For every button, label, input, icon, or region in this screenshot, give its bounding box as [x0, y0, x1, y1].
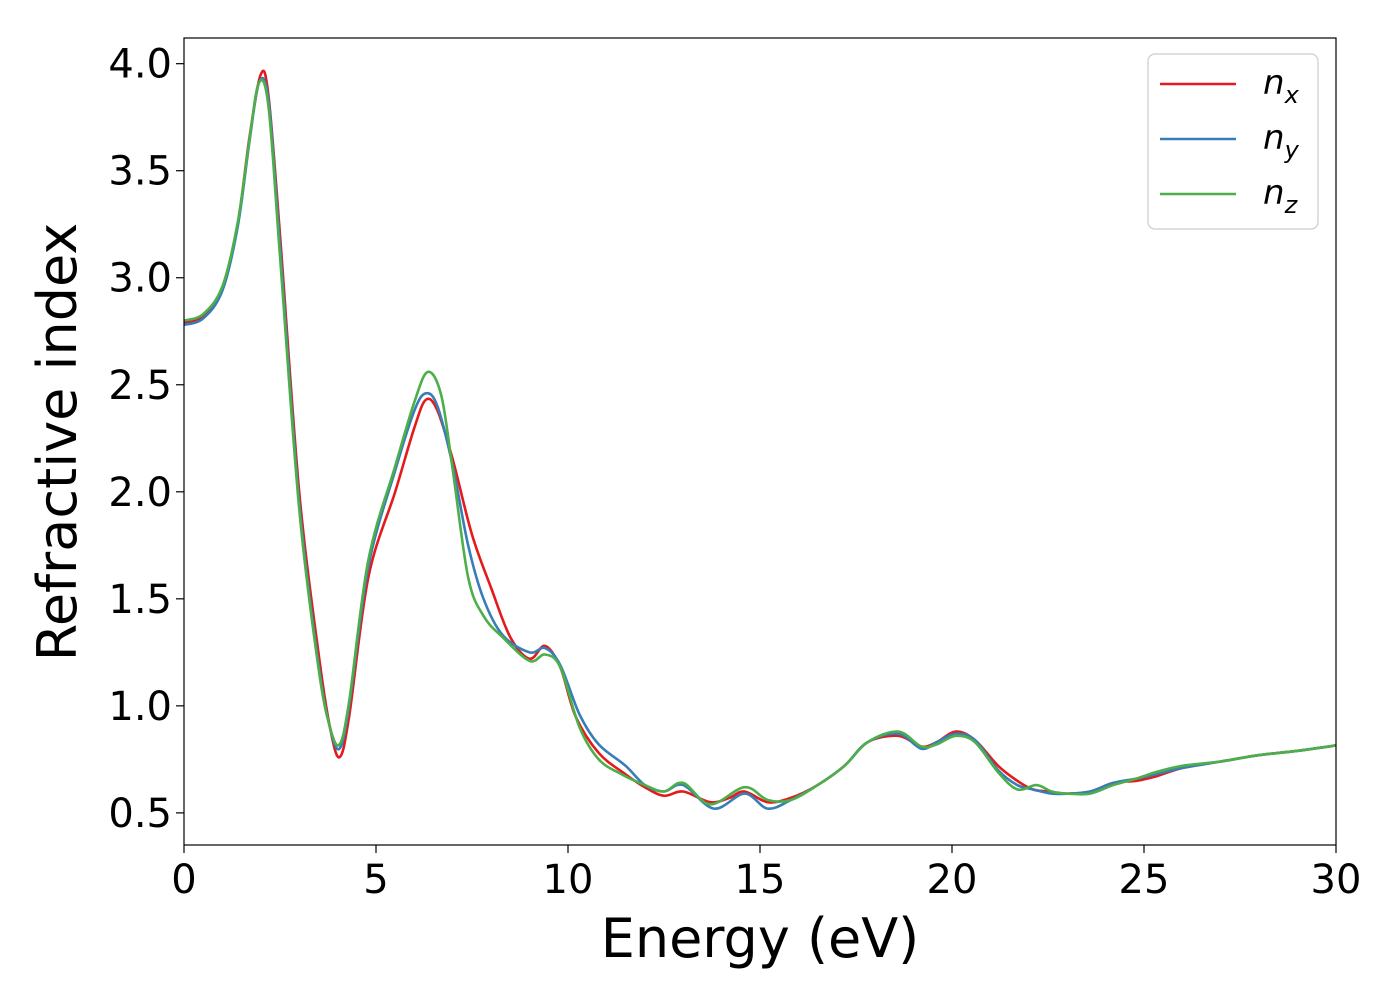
legend-label-main: n	[1263, 63, 1285, 103]
legend-label-n-y: ny	[1263, 118, 1300, 164]
y-tick-label: 0.5	[108, 791, 172, 837]
x-axis-title: Energy (eV)	[601, 907, 920, 970]
x-tick-label: 30	[1311, 857, 1362, 903]
y-tick-label: 1.5	[108, 577, 172, 623]
legend-label-sub: x	[1284, 81, 1300, 109]
x-axis-ticks: 0 5 10 15 20 25 30	[171, 845, 1361, 903]
y-tick-label: 1.0	[108, 684, 172, 730]
legend-label-n-x: nx	[1263, 63, 1300, 109]
x-tick-label: 25	[1119, 857, 1170, 903]
legend-box	[1147, 53, 1319, 230]
legend-label-sub: y	[1284, 136, 1300, 164]
x-tick-label: 10	[543, 857, 594, 903]
legend-label-sub: z	[1284, 191, 1299, 219]
y-tick-label: 2.5	[108, 363, 172, 409]
y-tick-label: 2.0	[108, 470, 172, 516]
x-tick-label: 0	[171, 857, 196, 903]
y-axis-title: Refractive index	[26, 223, 89, 662]
legend-label-main: n	[1263, 173, 1285, 213]
y-tick-label: 3.5	[108, 149, 172, 195]
legend-label-n-z: nz	[1263, 173, 1299, 219]
y-tick-label: 4.0	[108, 42, 172, 88]
x-tick-label: 15	[735, 857, 786, 903]
series-line-n-z	[184, 78, 1336, 806]
y-tick-label: 3.0	[108, 256, 172, 302]
legend-label-main: n	[1263, 118, 1285, 158]
y-axis-ticks: 0.5 1.0 1.5 2.0 2.5 3.0 3.5 4.0	[108, 42, 184, 837]
x-tick-label: 20	[927, 857, 978, 903]
x-tick-label: 5	[363, 857, 388, 903]
series-lines	[184, 69, 1336, 811]
